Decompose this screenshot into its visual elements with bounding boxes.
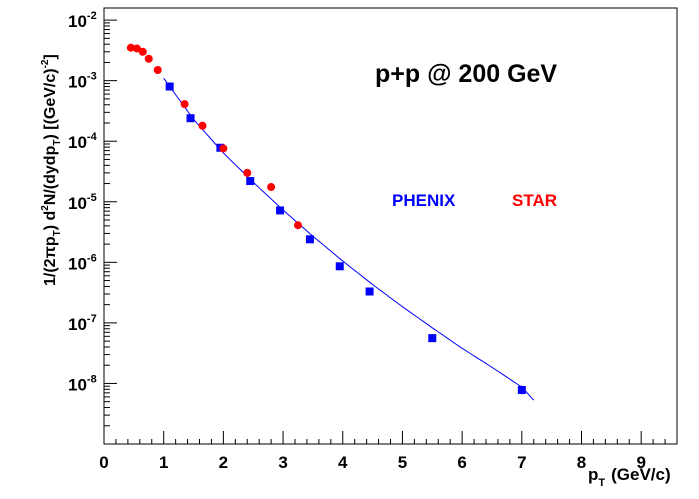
star-point xyxy=(144,54,153,63)
star-point xyxy=(180,100,189,109)
x-tick-label: 6 xyxy=(457,453,466,472)
y-tick-label-base: 10 xyxy=(68,254,87,273)
x-tick-label: 8 xyxy=(577,453,586,472)
x-axis-tick-labels: 0 1 2 3 4 5 6 7 8 9 xyxy=(99,453,646,472)
phenix-point xyxy=(517,385,526,394)
x-tick-label: 0 xyxy=(99,453,108,472)
star-point xyxy=(243,168,252,177)
phenix-point xyxy=(305,235,314,244)
y-axis-ticks xyxy=(104,19,117,445)
chart-annotation: p+p @ 200 GeV xyxy=(375,60,557,88)
y-axis-title-sup1: 2 xyxy=(40,205,51,211)
phenix-point xyxy=(335,262,344,271)
phenix-point xyxy=(365,287,374,296)
x-tick-label: 1 xyxy=(159,453,168,472)
y-axis-title-p5: ] xyxy=(42,54,59,59)
phenix-point xyxy=(428,334,437,343)
y-tick-label-exponent: -5 xyxy=(87,192,97,204)
x-tick-label: 4 xyxy=(338,453,348,472)
y-tick-label-exponent: -8 xyxy=(87,373,97,385)
y-tick-label-exponent: -4 xyxy=(87,131,98,143)
x-axis-title-main: p xyxy=(588,465,598,484)
star-point xyxy=(132,44,141,53)
y-tick-label: 10-2 xyxy=(68,10,97,31)
y-tick-label-base: 10 xyxy=(68,315,87,334)
x-axis-title: pT (GeV/c) xyxy=(588,465,671,489)
y-axis-title: 1/(2πpT) d2N/(dydpT) [(GeV/c)-2] xyxy=(40,54,63,286)
y-tick-label-base: 10 xyxy=(68,375,87,394)
y-axis-title-sub2: T xyxy=(52,140,63,146)
data-points-layer xyxy=(126,43,526,394)
y-axis-title-sub1: T xyxy=(52,230,63,236)
x-axis-ticks xyxy=(103,431,678,444)
star-point xyxy=(267,183,276,192)
star-point xyxy=(219,144,228,153)
x-tick-label: 5 xyxy=(398,453,407,472)
y-axis-title-p3: N/(dydp xyxy=(42,145,59,205)
fit-curve xyxy=(163,77,535,401)
legend-star: STAR xyxy=(512,191,557,210)
y-tick-label: 10-8 xyxy=(68,373,97,394)
phenix-point xyxy=(186,114,195,123)
y-axis-title-p4: ) [(GeV/c) xyxy=(42,68,59,139)
x-tick-label: 7 xyxy=(517,453,526,472)
y-tick-label-exponent: -6 xyxy=(87,252,97,264)
y-tick-label-base: 10 xyxy=(68,194,87,213)
y-axis-title-p1: 1/(2πp xyxy=(42,236,59,286)
legend-phenix: PHENIX xyxy=(392,191,456,210)
star-point xyxy=(126,43,135,52)
y-axis-tick-labels: 10-210-310-410-510-610-710-8 xyxy=(68,10,98,394)
star-point xyxy=(198,121,207,130)
x-axis-title-unit: (GeV/c) xyxy=(611,465,671,484)
x-tick-label: 2 xyxy=(219,453,228,472)
star-point xyxy=(293,221,302,230)
star-point xyxy=(153,66,162,75)
phenix-point xyxy=(276,206,285,215)
x-tick-label: 3 xyxy=(278,453,287,472)
y-tick-label: 10-3 xyxy=(68,71,97,92)
phenix-point xyxy=(165,82,174,91)
y-tick-label: 10-5 xyxy=(68,192,97,213)
y-tick-label-exponent: -2 xyxy=(87,10,97,22)
y-axis-title-p2: ) d xyxy=(42,211,59,231)
x-tick-label: 9 xyxy=(636,453,645,472)
y-tick-label-base: 10 xyxy=(68,12,87,31)
x-axis-title-sub: T xyxy=(598,477,605,489)
y-tick-label-exponent: -3 xyxy=(87,71,97,83)
y-tick-label-exponent: -7 xyxy=(87,313,97,325)
y-tick-label: 10-4 xyxy=(68,131,98,152)
fit-curve-layer xyxy=(163,77,535,401)
star-point xyxy=(138,47,147,56)
y-tick-label: 10-7 xyxy=(68,313,97,334)
y-tick-label-base: 10 xyxy=(68,133,87,152)
y-tick-label-base: 10 xyxy=(68,73,87,92)
y-axis-title-sup2: -2 xyxy=(40,59,51,68)
y-tick-label: 10-6 xyxy=(68,252,97,273)
phenix-point xyxy=(246,177,255,186)
